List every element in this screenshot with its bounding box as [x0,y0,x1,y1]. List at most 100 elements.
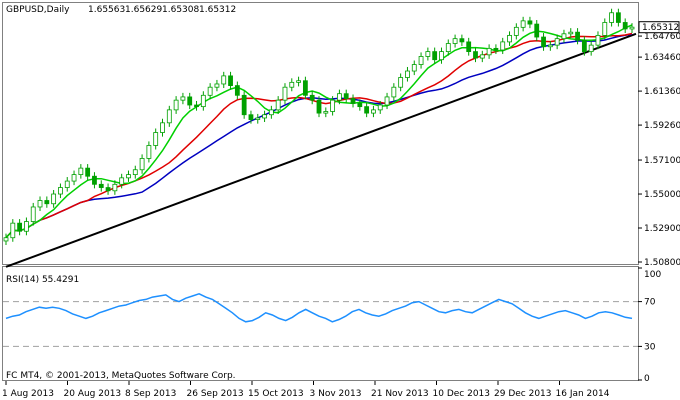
candle [166,105,172,127]
candle [561,29,567,43]
time-tick-label: 20 Aug 2013 [64,389,122,399]
candle [302,76,308,100]
candle [343,89,349,103]
candle [364,102,370,118]
trend-line [5,32,637,268]
time-tick-label: 26 Sep 2013 [187,389,244,399]
candle [126,170,131,182]
candle [17,219,23,236]
candle [500,37,506,55]
candle [316,96,322,118]
candle [234,81,240,100]
candle [44,196,50,208]
candle [309,91,315,105]
candle [289,78,295,92]
rsi-tick-label: 70 [644,298,656,308]
candle [377,100,383,114]
candle [534,20,540,42]
candle [85,164,91,181]
candle [71,170,77,186]
candle [602,18,608,40]
candle [554,34,560,50]
candle [384,92,390,110]
candle [527,16,533,29]
candle [466,37,472,56]
candle [425,47,431,61]
candle [439,47,444,64]
rsi-label: RSI(14) 55.4291 [6,275,79,285]
candle [479,50,485,63]
price-tick-label: 1.64760 [644,32,680,42]
candle [119,173,125,189]
rsi-tick-label: 100 [644,270,661,280]
ma-fast-line [5,24,633,239]
candle [241,91,247,119]
time-tick-label: 15 Oct 2013 [248,389,304,399]
price-tick-label: 1.59260 [644,121,680,131]
candle [200,91,206,111]
time-tick-label: 16 Jan 2014 [556,389,610,399]
candle [629,23,635,33]
candle [255,113,261,124]
candle [10,219,16,242]
main-plot-frame [2,2,639,265]
candle [473,47,478,63]
rsi-plot-frame [2,266,639,381]
symbol-label: GBPUSD,Daily [6,5,70,15]
candle [98,180,104,192]
candle [58,183,63,199]
ohlc-open: 1.65563 [88,5,125,15]
candle [194,100,199,111]
candle [221,71,227,89]
time-tick-label: 21 Nov 2013 [371,389,429,399]
candle [575,28,580,45]
time-tick-label: 3 Nov 2013 [310,389,362,399]
candle [3,233,9,246]
candle [588,41,594,56]
candle [268,105,274,119]
candle [92,172,97,189]
candle [64,177,70,192]
candle [452,34,458,48]
candle [493,44,499,55]
candle [275,96,281,114]
candle [214,79,220,92]
rsi-line [5,292,633,323]
price-tick-label: 1.50800 [644,258,680,268]
candle [282,83,288,105]
candle [187,92,193,110]
candle [30,202,36,226]
candle [568,28,574,38]
candle [445,39,451,56]
candle [371,105,376,118]
candle [486,44,492,59]
candle [418,52,424,69]
main-plot-layer [3,8,637,268]
candle [357,99,363,111]
price-tick-label: 1.63460 [644,53,680,63]
time-tick-label: 29 Dec 2013 [494,389,552,399]
candle [24,217,29,236]
candle [595,31,601,50]
candle [405,66,410,82]
candle [398,73,404,92]
candle [391,83,397,101]
last-price-box [638,21,680,34]
candle [609,8,614,27]
candle [507,31,512,46]
candle [459,34,465,46]
ohlc-close: 1.65312 [199,5,236,15]
candle [132,165,138,179]
time-tick-label: 1 Aug 2013 [2,389,54,399]
candle [330,96,336,116]
candle [146,141,152,163]
last-price-label: 1.65312 [642,23,679,33]
candle [51,189,57,208]
candle [411,60,417,76]
candle [228,71,233,90]
copyright-text: FC MT4, © 2001-2013, MetaQuotes Software… [6,371,236,381]
rsi-tick-label: 0 [644,374,650,384]
rsi-tick-label: 30 [644,342,656,352]
